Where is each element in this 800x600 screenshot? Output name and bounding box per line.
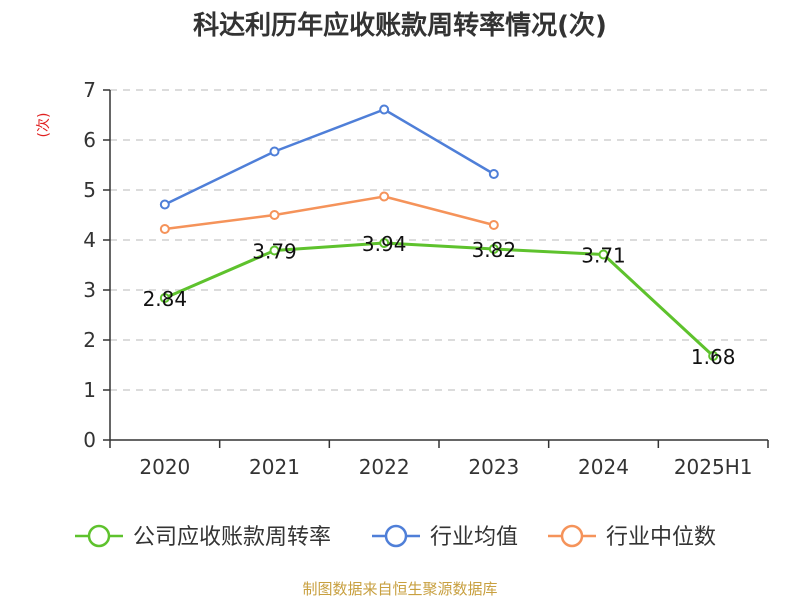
grid-lines [110,89,768,391]
y-tick-label: 5 [83,178,96,202]
source-note: 制图数据来自恒生聚源数据库 [302,580,497,598]
x-tick-label: 2024 [578,455,629,479]
y-tick-label: 4 [83,228,96,252]
data-label: 1.68 [691,345,736,369]
data-point [488,220,499,230]
series-line-1 [164,108,495,206]
legend: 公司应收账款周转率 行业均值 行业中位数 [75,524,716,550]
data-point [269,245,280,256]
data-point [488,169,499,179]
data-point [379,238,390,248]
data-point [379,191,390,202]
y-tick-label: 6 [83,128,96,152]
y-tick-labels: 0 1 2 3 4 5 6 7 [83,78,96,452]
x-tick-label: 2025H1 [674,455,753,479]
data-point [379,104,390,115]
legend-marker [87,524,111,548]
x-tick-label: 2021 [249,455,300,479]
legend-marker [560,524,584,548]
y-tick-label: 1 [83,378,96,402]
legend-label: 行业均值 [430,525,518,550]
data-point [488,244,499,254]
data-point [598,249,609,260]
x-tick-label: 2020 [139,455,190,479]
x-tick-label: 2023 [468,455,519,479]
legend-marker [384,524,408,548]
data-point [159,224,170,234]
x-tick-labels: 2020 2021 2022 2023 2024 2025H1 [139,455,752,479]
data-point [159,293,170,303]
series-line-0 [164,241,715,358]
y-tick-label: 3 [83,278,96,302]
data-point [269,146,280,157]
data-label: 3.71 [581,244,626,268]
legend-label: 行业中位数 [606,525,716,550]
data-point [269,210,280,220]
data-point [159,199,170,210]
chart-title: 科达利历年应收账款周转率情况(次) [193,10,607,41]
data-labels: 2.84 3.79 3.94 3.82 3.71 1.68 [143,232,736,369]
y-tick-label: 2 [83,328,96,352]
y-tick-label: 7 [83,78,96,102]
data-label: 2.84 [143,287,188,311]
series-line-2 [164,195,495,231]
legend-label: 公司应收账款周转率 [133,525,331,550]
axes [103,89,769,448]
y-tick-label: 0 [83,428,96,452]
data-label: 3.82 [472,238,517,262]
x-tick-label: 2022 [359,455,410,479]
data-label: 3.94 [362,232,407,256]
data-label: 3.79 [252,240,297,264]
y-axis-label: (次) [36,113,52,138]
data-point [708,351,719,361]
series-layer [159,104,719,361]
